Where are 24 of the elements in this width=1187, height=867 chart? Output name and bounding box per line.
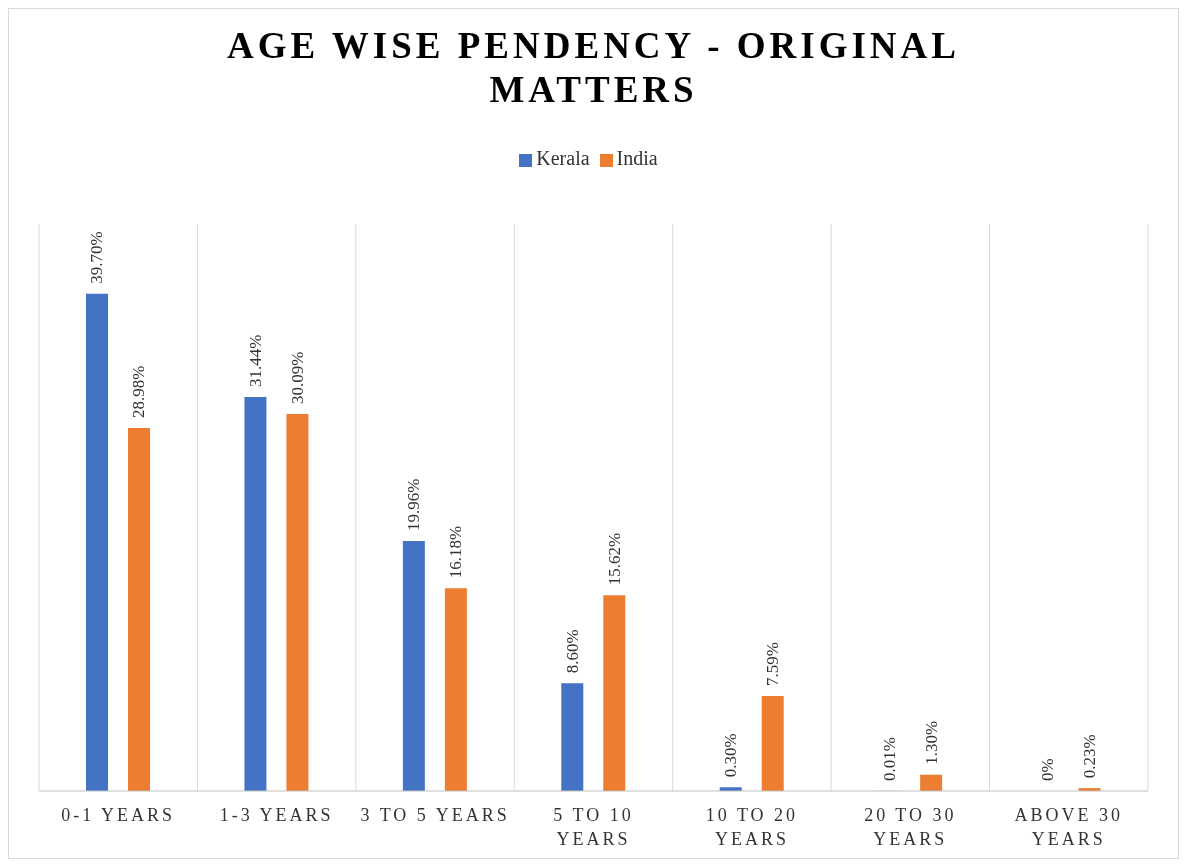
data-label: 1.30% [921,720,941,765]
x-tick-label: 20 TO 30 YEARS [864,805,957,849]
legend-label: India [616,147,658,169]
data-label: 16.18% [446,525,466,579]
x-tick-label: 10 TO 20 YEARS [705,805,799,849]
x-tick-label: ABOVE 30 YEARS [1014,805,1124,849]
x-tick-label: 5 TO 10 YEARS [553,805,634,849]
data-label: 0.01% [879,736,899,781]
data-label: 30.09% [287,351,307,405]
chart-title: AGE WISE PENDENCY - ORIGINAL MATTERS [226,24,961,112]
data-label: 19.96% [404,478,424,531]
x-tick-label: 3 TO 5 YEARS [360,805,510,825]
data-label: 15.62% [604,532,624,586]
data-label: 7.59% [763,641,783,686]
data-label: 28.98% [129,365,149,418]
data-label: 39.70% [87,231,107,284]
x-tick-label: 0-1 YEARS [61,805,176,825]
data-label: 0.23% [1080,734,1100,779]
data-label: 8.60% [562,629,582,674]
data-label: 31.44% [245,334,265,388]
data-label: 0% [1038,758,1058,781]
data-label: 0.30% [721,733,741,778]
legend-label: Kerala [536,147,590,169]
x-tick-label: 1-3 YEARS [219,805,334,825]
